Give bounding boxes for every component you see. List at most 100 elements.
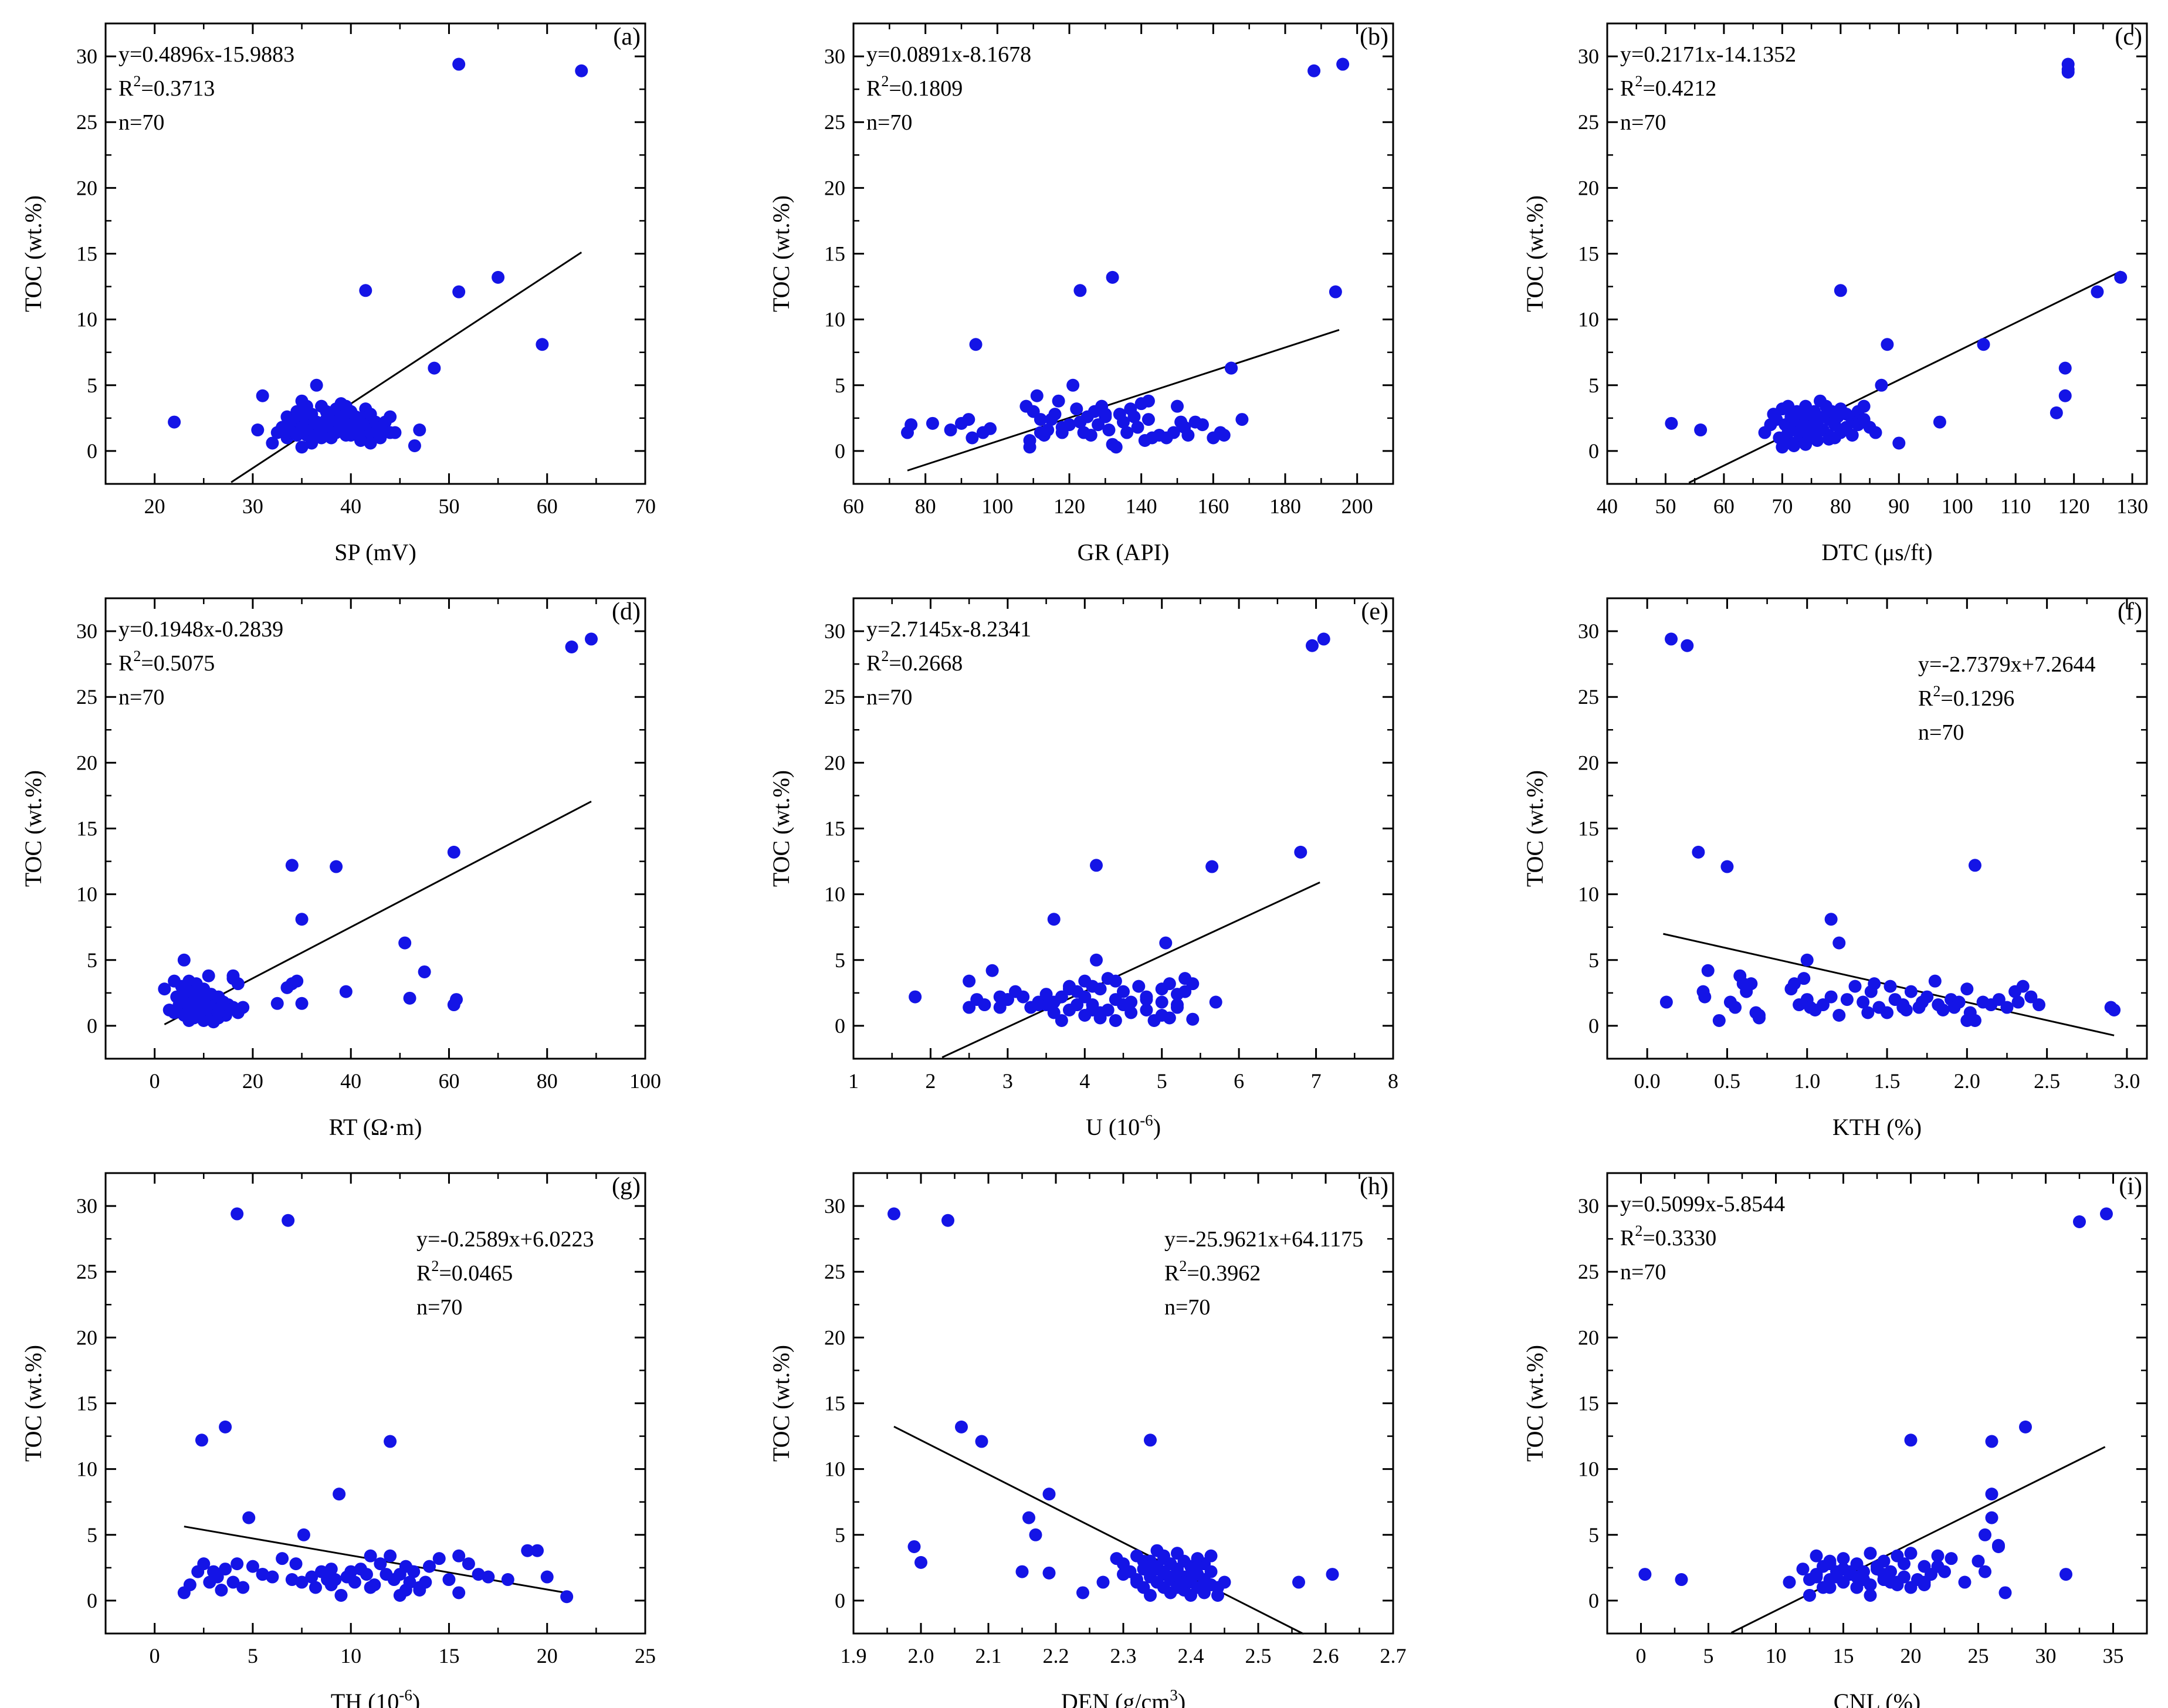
data-point (1857, 995, 1870, 1009)
y-tick-label: 5 (87, 374, 97, 397)
data-point (1071, 998, 1084, 1012)
data-point (1799, 438, 1813, 451)
x-tick-label: 0 (150, 1069, 160, 1093)
data-point (1720, 860, 1734, 873)
x-axis-label-main: DTC (μs/ft) (1821, 539, 1932, 565)
data-point (195, 1434, 208, 1447)
data-point (993, 1001, 1007, 1014)
x-tick-label: 50 (1655, 494, 1676, 518)
data-point (226, 1575, 240, 1589)
data-point (1186, 1012, 1200, 1026)
data-point (202, 1001, 215, 1014)
data-point (1832, 936, 1846, 950)
data-point (447, 845, 460, 859)
x-tick-label: 160 (1197, 494, 1229, 518)
x-tick-label: 1 (848, 1069, 859, 1093)
r-squared-value: =0.3962 (1187, 1261, 1261, 1286)
data-point (408, 439, 421, 452)
x-axis-label-suffix: ) (412, 1689, 420, 1708)
data-point (1130, 1575, 1143, 1589)
panel-label: (i) (2119, 1173, 2142, 1200)
y-tick-label: 15 (1578, 817, 1599, 841)
data-point (1157, 1549, 1170, 1563)
sample-count: n=70 (118, 685, 164, 710)
data-point (2000, 1001, 2014, 1014)
data-point (452, 1549, 466, 1563)
r-squared-exponent: 2 (431, 1258, 439, 1275)
data-point (926, 416, 939, 430)
data-point (1857, 399, 1871, 413)
data-point (1845, 429, 1859, 442)
data-point (2019, 1420, 2032, 1434)
data-point (1063, 982, 1076, 996)
data-point (907, 1540, 921, 1553)
data-point (384, 1435, 397, 1448)
data-point (1850, 1581, 1864, 1594)
y-tick-label: 25 (1578, 110, 1599, 134)
x-tick-label: 40 (340, 1069, 361, 1093)
data-point (1696, 985, 1710, 998)
data-point (1171, 399, 1184, 413)
x-tick-label: 2.5 (1245, 1644, 1272, 1668)
r-squared-exponent: 2 (881, 648, 889, 665)
data-point (202, 969, 215, 982)
data-point (492, 270, 505, 284)
regression-line (893, 1425, 1304, 1635)
y-axis-label: TOC (wt.%) (20, 770, 46, 887)
data-point (1861, 1006, 1875, 1019)
data-point (2016, 980, 2030, 993)
x-axis-label-main: GR (API) (1078, 539, 1170, 565)
x-axis-label: DTC (μs/ft) (1821, 539, 1932, 565)
data-point (1124, 1006, 1138, 1019)
data-point (2059, 1568, 2072, 1581)
data-point (276, 421, 289, 434)
data-point (1920, 990, 1934, 1004)
data-point (1992, 993, 2006, 1006)
y-tick-label: 10 (824, 1458, 845, 1481)
r-squared-exponent: 2 (133, 648, 141, 665)
data-point (501, 1573, 514, 1587)
data-point (168, 1006, 181, 1019)
x-tick-label: 1.5 (1874, 1069, 1901, 1093)
y-axis-label: TOC (wt.%) (20, 1345, 46, 1462)
data-point (432, 1552, 446, 1565)
data-point (1871, 1560, 1884, 1573)
data-point (1638, 1568, 1652, 1581)
data-point (1144, 1434, 1157, 1447)
x-tick-label: 10 (340, 1644, 361, 1668)
y-tick-label: 5 (1588, 374, 1599, 397)
data-point (324, 1578, 338, 1592)
x-tick-label: 2 (925, 1069, 936, 1093)
y-tick-label: 5 (835, 1523, 845, 1547)
data-point (1822, 432, 1835, 446)
x-tick-label: 40 (340, 494, 361, 518)
data-point (231, 1006, 245, 1019)
data-point (1055, 421, 1069, 434)
y-tick-label: 0 (1588, 1589, 1599, 1612)
data-point (324, 1563, 338, 1576)
y-tick-label: 30 (76, 45, 97, 68)
data-point (1144, 1560, 1157, 1573)
data-point (334, 1588, 348, 1602)
r-squared: R2=0.5075 (118, 648, 215, 676)
y-tick-label: 5 (87, 1523, 97, 1547)
data-point (909, 990, 922, 1004)
x-tick-label: 80 (537, 1069, 558, 1093)
y-tick-label: 25 (824, 685, 845, 709)
regression-equation: y=2.7145x-8.2341 (866, 617, 1031, 642)
x-tick-label: 10 (1766, 1644, 1787, 1668)
x-tick-label: 100 (981, 494, 1013, 518)
x-tick-label: 35 (2103, 1644, 2124, 1668)
data-point (1971, 1554, 1985, 1568)
y-tick-label: 10 (1578, 1458, 1599, 1481)
data-point (242, 1511, 256, 1524)
data-point (1078, 990, 1092, 1004)
data-point (1144, 1588, 1157, 1602)
data-point (966, 431, 979, 445)
x-tick-label: 60 (438, 1069, 459, 1093)
data-point (266, 436, 279, 450)
data-point (374, 431, 387, 445)
r-squared-value: =0.1809 (889, 76, 963, 101)
data-point (1055, 990, 1068, 1004)
y-tick-label: 0 (1588, 1014, 1599, 1038)
